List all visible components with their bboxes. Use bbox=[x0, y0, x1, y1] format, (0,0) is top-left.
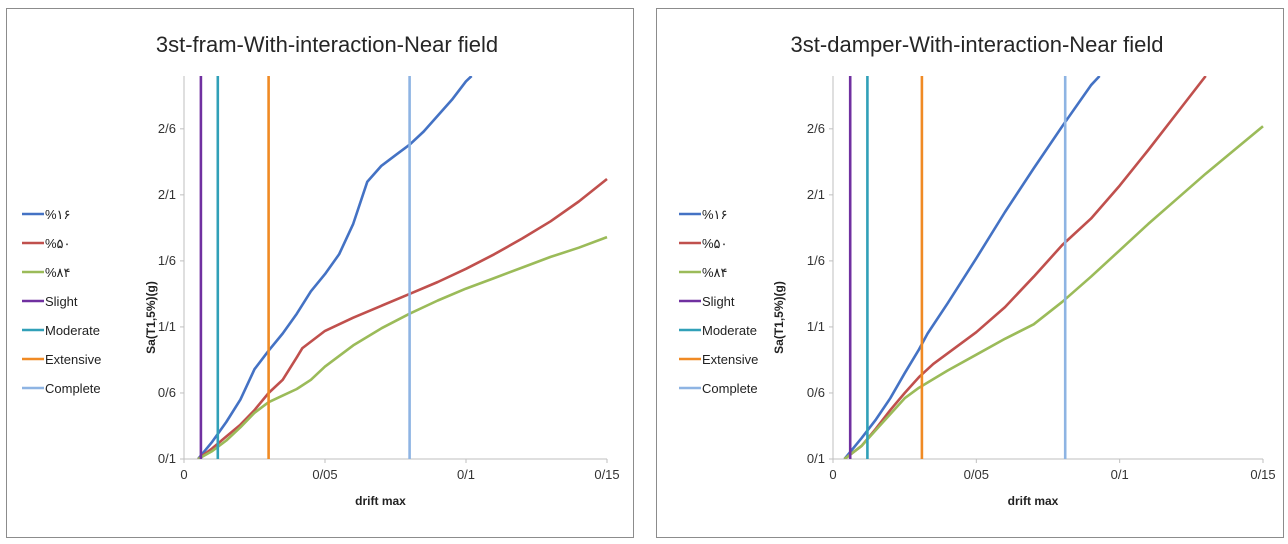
series-line-pct bbox=[197, 76, 473, 459]
chart-damper-svg: 3st-damper-With-interaction-Near field 0/… bbox=[679, 32, 1276, 508]
legend-label: Slight bbox=[45, 294, 78, 309]
x-tick-label: 0 bbox=[180, 467, 187, 482]
legend-label: %۸۴ bbox=[45, 265, 71, 280]
series-line-pct bbox=[843, 76, 1207, 459]
series-line-pct bbox=[843, 125, 1264, 459]
series-line-pct bbox=[197, 235, 608, 459]
y-tick-label: 1/1 bbox=[158, 319, 176, 334]
chart-title: 3st-damper-With-interaction-Near field bbox=[791, 32, 1164, 57]
legend-label: Moderate bbox=[45, 323, 100, 338]
x-tick-label: 0/15 bbox=[1250, 467, 1275, 482]
x-axis-label: drift max bbox=[1008, 494, 1059, 508]
legend: %۱۶ %۵۰ %۸۴ Slight Moderate Extensive Complete bbox=[22, 207, 101, 396]
legend-label: %۸۴ bbox=[702, 265, 728, 280]
y-tick-label: 2/1 bbox=[158, 187, 176, 202]
chart-panel-damper: 3st-damper-With-interaction-Near field 0/… bbox=[656, 8, 1284, 538]
chart-panel-frame: 3st-fram-With-interaction-Near field 0/1 0… bbox=[6, 8, 634, 538]
x-tick-label: 0/1 bbox=[457, 467, 475, 482]
legend-label: %۵۰ bbox=[45, 236, 71, 251]
x-tick-label: 0/05 bbox=[312, 467, 337, 482]
legend-label: Extensive bbox=[702, 352, 758, 367]
legend: %۱۶ %۵۰ %۸۴ Slight Moderate Extensive Complete bbox=[679, 207, 758, 396]
legend-label: %۱۶ bbox=[45, 207, 71, 222]
y-axis-label: Sa(T1,5%)(g) bbox=[772, 281, 786, 354]
y-tick-label: 2/1 bbox=[807, 187, 825, 202]
legend-label: %۵۰ bbox=[702, 236, 728, 251]
y-tick-label: 0/1 bbox=[807, 451, 825, 466]
x-tick-label: 0/15 bbox=[594, 467, 619, 482]
y-tick-label: 0/6 bbox=[158, 385, 176, 400]
y-tick-label: 1/1 bbox=[807, 319, 825, 334]
x-tick-label: 0 bbox=[829, 467, 836, 482]
legend-label: Slight bbox=[702, 294, 735, 309]
series-line-pct bbox=[197, 177, 608, 459]
legend-label: Complete bbox=[45, 381, 101, 396]
y-tick-label: 1/6 bbox=[807, 253, 825, 268]
legend-label: Complete bbox=[702, 381, 758, 396]
legend-label: Extensive bbox=[45, 352, 101, 367]
chart-title: 3st-fram-With-interaction-Near field bbox=[156, 32, 498, 57]
series-line-pct bbox=[843, 76, 1101, 459]
y-tick-label: 0/1 bbox=[158, 451, 176, 466]
y-tick-label: 2/6 bbox=[807, 121, 825, 136]
x-axis-label: drift max bbox=[355, 494, 406, 508]
x-tick-label: 0/05 bbox=[964, 467, 989, 482]
legend-label: Moderate bbox=[702, 323, 757, 338]
legend-label: %۱۶ bbox=[702, 207, 728, 222]
y-axis-label: Sa(T1,5%)(g) bbox=[144, 281, 158, 354]
y-tick-label: 2/6 bbox=[158, 121, 176, 136]
y-tick-label: 1/6 bbox=[158, 253, 176, 268]
chart-frame-svg: 3st-fram-With-interaction-Near field 0/1 0… bbox=[22, 32, 620, 508]
y-tick-label: 0/6 bbox=[807, 385, 825, 400]
x-tick-label: 0/1 bbox=[1111, 467, 1129, 482]
